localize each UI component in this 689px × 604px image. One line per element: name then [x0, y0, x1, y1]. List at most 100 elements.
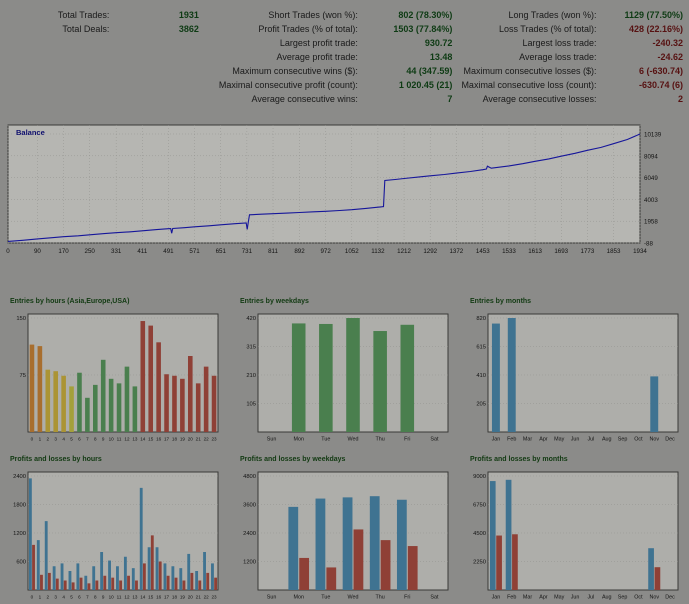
svg-text:15: 15	[148, 595, 154, 600]
svg-text:Tue: Tue	[321, 437, 330, 443]
chart-entries-by-weekdays: Entries by weekdays 105 210 315 420 Sun Mon Tu…	[238, 296, 451, 446]
svg-text:4: 4	[62, 437, 65, 442]
svg-text:4003: 4003	[644, 197, 658, 204]
svg-text:315: 315	[246, 345, 256, 351]
stat-label: Maximal consecutive profit (count):	[218, 80, 358, 90]
svg-text:Wed: Wed	[348, 595, 359, 601]
svg-text:23: 23	[211, 437, 217, 442]
charts-row-entries: Entries by hours (Asia,Europe,USA) 75 150…	[0, 296, 689, 446]
stat-label: Maximum consecutive wins ($):	[232, 66, 358, 76]
svg-text:5: 5	[70, 437, 73, 442]
svg-text:Nov: Nov	[649, 437, 659, 443]
stat-label: Long Trades (won %):	[508, 10, 597, 20]
charts-row-profits: Profits and losses by hours 600 1200 1800 2…	[0, 454, 689, 604]
balance-chart: -88 1958 4003 6049 8094 10139 0 90 170 250 331 411 4…	[0, 120, 689, 270]
svg-text:1292: 1292	[423, 248, 437, 255]
chart-profits-by-weekdays: Profits and losses by weekdays 1200 2400 3…	[238, 454, 451, 604]
stat-label	[6, 78, 109, 92]
svg-text:3600: 3600	[243, 503, 256, 509]
stats-row: Maximum consecutive wins ($): 44 (347.59)…	[6, 64, 683, 78]
stat-value: 13.48	[429, 52, 453, 62]
svg-text:21: 21	[196, 437, 202, 442]
svg-text:600: 600	[16, 560, 26, 566]
svg-text:12: 12	[124, 437, 130, 442]
svg-text:1453: 1453	[476, 248, 490, 255]
stats-row: Average profit trade: 13.48 Average loss t…	[6, 50, 683, 64]
stat-label: Short Trades (won %):	[268, 10, 358, 20]
stats-row: Largest profit trade: 930.72 Largest loss …	[6, 36, 683, 50]
svg-text:2: 2	[47, 437, 50, 442]
stat-value	[109, 50, 198, 64]
stat-label: Profit Trades (% of total):	[258, 24, 358, 34]
svg-text:331: 331	[111, 248, 122, 255]
svg-text:20: 20	[188, 437, 194, 442]
svg-text:Jun: Jun	[571, 595, 580, 601]
svg-text:16: 16	[156, 437, 162, 442]
svg-text:2400: 2400	[243, 531, 256, 537]
stat-value: 1129 (77.50%)	[624, 10, 683, 20]
stat-label	[6, 50, 109, 64]
svg-text:75: 75	[20, 373, 26, 379]
balance-legend-label: Balance	[13, 128, 48, 137]
svg-text:Wed: Wed	[348, 437, 359, 443]
svg-text:1212: 1212	[397, 248, 411, 255]
svg-text:Nov: Nov	[649, 595, 659, 601]
svg-text:13: 13	[132, 437, 138, 442]
svg-text:10139: 10139	[644, 132, 662, 139]
svg-text:1693: 1693	[554, 248, 568, 255]
svg-text:2400: 2400	[13, 474, 26, 480]
stat-value: 802 (78.30%)	[398, 10, 453, 20]
svg-text:Sat: Sat	[430, 595, 439, 601]
svg-text:8: 8	[94, 595, 97, 600]
svg-text:1: 1	[39, 437, 42, 442]
stats-table: Total Trades: 1931 Short Trades (won %): 80…	[0, 0, 689, 106]
svg-text:Feb: Feb	[507, 595, 516, 601]
svg-text:Aug: Aug	[602, 437, 612, 443]
svg-text:19: 19	[180, 595, 186, 600]
svg-text:Sun: Sun	[267, 437, 277, 443]
stat-label: Maximum consecutive losses ($):	[463, 66, 597, 76]
chart-title: Profits and losses by hours	[10, 456, 102, 463]
stat-value	[109, 64, 198, 78]
stat-value: -630.74 (6)	[638, 80, 683, 90]
svg-text:6750: 6750	[473, 503, 486, 509]
svg-text:12: 12	[124, 595, 130, 600]
svg-text:170: 170	[58, 248, 69, 255]
svg-text:Thu: Thu	[375, 595, 384, 601]
svg-text:6: 6	[78, 437, 81, 442]
svg-text:17: 17	[164, 437, 170, 442]
svg-text:210: 210	[246, 373, 256, 379]
svg-text:1958: 1958	[644, 219, 658, 226]
svg-text:651: 651	[216, 248, 227, 255]
svg-text:90: 90	[34, 248, 41, 255]
svg-text:820: 820	[476, 316, 486, 322]
svg-text:420: 420	[246, 316, 256, 322]
svg-text:491: 491	[163, 248, 174, 255]
svg-text:9000: 9000	[473, 474, 486, 480]
svg-text:Aug: Aug	[602, 595, 612, 601]
svg-text:1200: 1200	[243, 560, 256, 566]
svg-text:14: 14	[140, 437, 146, 442]
svg-text:May: May	[554, 437, 564, 443]
svg-text:7: 7	[86, 595, 89, 600]
svg-text:7: 7	[86, 437, 89, 442]
svg-text:Mon: Mon	[293, 437, 304, 443]
svg-text:Mar: Mar	[523, 595, 532, 601]
svg-text:18: 18	[172, 437, 178, 442]
svg-text:Oct: Oct	[634, 595, 643, 601]
stat-value: -24.62	[657, 52, 683, 62]
stat-label: Largest profit trade:	[279, 38, 358, 48]
svg-text:105: 105	[246, 402, 256, 408]
svg-text:8: 8	[94, 437, 97, 442]
svg-text:11: 11	[117, 437, 122, 442]
stat-label: Total Deals:	[62, 24, 110, 34]
svg-text:Mon: Mon	[293, 595, 304, 601]
svg-text:9: 9	[102, 595, 105, 600]
svg-text:1132: 1132	[371, 248, 385, 255]
profits-by-weekdays-plot: 1200 2400 3600 4800 Sun Mon Tue Wed Thu Fri Sat	[243, 471, 449, 601]
svg-text:1613: 1613	[528, 248, 542, 255]
profits-by-months-plot: 2250 4500 6750 9000 Jan Feb Mar Apr May Jun Jul Aug…	[473, 471, 679, 601]
svg-text:10: 10	[109, 595, 115, 600]
stat-label	[6, 36, 109, 50]
stat-value	[109, 78, 198, 92]
